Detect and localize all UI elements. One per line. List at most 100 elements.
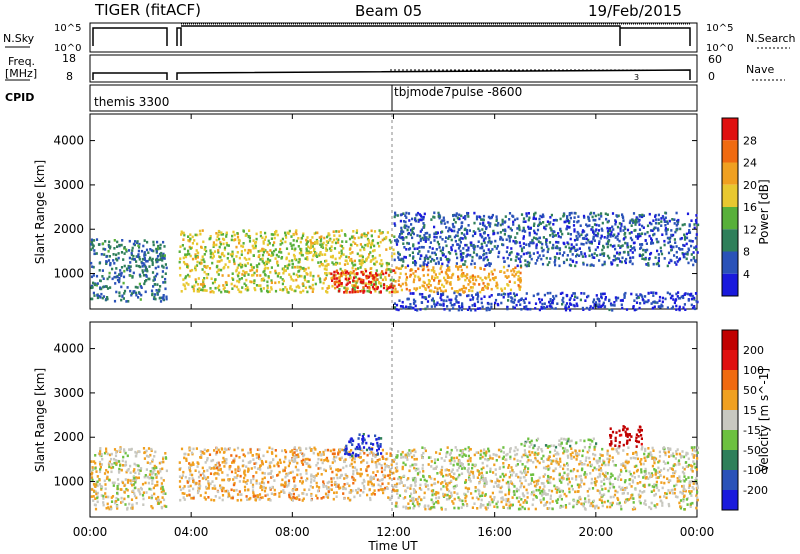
heatmap-cell <box>617 244 620 247</box>
heatmap-cell <box>246 251 250 255</box>
heatmap-cell <box>396 214 399 217</box>
heatmap-cell <box>360 263 363 267</box>
heatmap-cell <box>476 293 479 296</box>
heatmap-cell <box>555 245 558 248</box>
heatmap-cell <box>675 256 678 259</box>
heatmap-cell <box>650 241 653 244</box>
heatmap-cell <box>475 217 479 221</box>
heatmap-cell <box>591 215 594 219</box>
heatmap-cell <box>327 286 331 289</box>
heatmap-cell <box>406 478 409 482</box>
heatmap-cell <box>685 242 688 246</box>
heatmap-cell <box>333 281 336 285</box>
heatmap-cell <box>296 468 299 472</box>
heatmap-cell <box>211 256 214 260</box>
heatmap-cell <box>492 498 495 502</box>
heatmap-cell <box>354 290 357 294</box>
heatmap-cell <box>472 230 475 233</box>
heatmap-cell <box>295 448 298 452</box>
heatmap-cell <box>654 256 657 259</box>
heatmap-cell <box>259 457 262 461</box>
heatmap-cell <box>217 229 220 233</box>
heatmap-cell <box>483 224 486 228</box>
heatmap-cell <box>137 264 140 268</box>
heatmap-cell <box>368 282 372 285</box>
heatmap-cell <box>590 228 593 231</box>
heatmap-cell <box>421 284 424 288</box>
heatmap-cell <box>103 472 107 475</box>
heatmap-cell <box>687 248 691 252</box>
heatmap-cell <box>240 277 243 280</box>
heatmap-cell <box>196 290 199 293</box>
heatmap-cell <box>337 241 340 244</box>
heatmap-cell <box>616 257 619 260</box>
heatmap-cell <box>153 293 156 296</box>
heatmap-cell <box>565 302 569 305</box>
heatmap-cell <box>310 241 313 244</box>
heatmap-cell <box>305 447 308 450</box>
heatmap-cell <box>683 233 686 237</box>
heatmap-cell <box>378 244 381 248</box>
heatmap-cell <box>343 460 346 463</box>
heatmap-cell <box>290 493 293 496</box>
heatmap-cell <box>294 465 297 469</box>
heatmap-cell <box>147 455 150 458</box>
heatmap-cell <box>483 241 486 244</box>
heatmap-cell <box>387 268 390 271</box>
heatmap-cell <box>588 240 591 244</box>
heatmap-cell <box>331 276 334 280</box>
heatmap-cell <box>633 220 636 224</box>
heatmap-cell <box>105 255 108 258</box>
heatmap-cell <box>402 257 405 261</box>
heatmap-cell <box>593 239 596 242</box>
heatmap-cell <box>618 473 622 476</box>
heatmap-cell <box>186 263 189 266</box>
heatmap-cell <box>189 447 192 451</box>
heatmap-cell <box>224 263 227 266</box>
heatmap-cell <box>364 243 367 247</box>
heatmap-cell <box>488 262 491 265</box>
heatmap-cell <box>146 259 149 263</box>
heatmap-cell <box>99 448 102 452</box>
heatmap-cell <box>695 218 698 222</box>
heatmap-cell <box>114 459 117 462</box>
heatmap-cell <box>245 258 248 261</box>
heatmap-cell <box>343 273 346 276</box>
heatmap-cell <box>404 272 407 276</box>
heatmap-cell <box>601 488 604 491</box>
heatmap-cell <box>528 301 531 305</box>
heatmap-cell <box>647 264 650 267</box>
heatmap-cell <box>542 466 546 470</box>
heatmap-cell <box>499 238 502 241</box>
heatmap-cell <box>155 251 158 254</box>
heatmap-cell <box>670 233 673 237</box>
heatmap-cell <box>264 266 267 270</box>
heatmap-cell <box>313 247 316 251</box>
heatmap-cell <box>368 488 371 491</box>
heatmap-cell <box>120 243 123 247</box>
heatmap-cell <box>695 292 698 295</box>
heatmap-cell <box>405 276 409 279</box>
heatmap-cell <box>402 306 405 310</box>
heatmap-cell <box>664 216 667 220</box>
heatmap-cell <box>467 294 470 297</box>
heatmap-cell <box>306 290 309 294</box>
heatmap-cell <box>460 214 463 218</box>
nave-tick-top: 60 <box>708 53 722 66</box>
heatmap-cell <box>534 217 537 221</box>
heatmap-cell <box>230 454 233 457</box>
heatmap-cell <box>423 296 426 299</box>
heatmap-cell <box>305 472 308 475</box>
heatmap-cell <box>360 233 363 237</box>
heatmap-cell <box>694 259 697 262</box>
heatmap-cell <box>619 260 622 263</box>
heatmap-cell <box>232 478 235 481</box>
heatmap-cell <box>513 218 517 222</box>
heatmap-cell <box>376 478 379 482</box>
heatmap-cell <box>113 275 116 279</box>
heatmap-cell <box>354 489 358 492</box>
heatmap-cell <box>145 468 148 471</box>
heatmap-cell <box>465 265 469 269</box>
heatmap-cell <box>611 225 614 229</box>
heatmap-cell <box>580 233 583 237</box>
